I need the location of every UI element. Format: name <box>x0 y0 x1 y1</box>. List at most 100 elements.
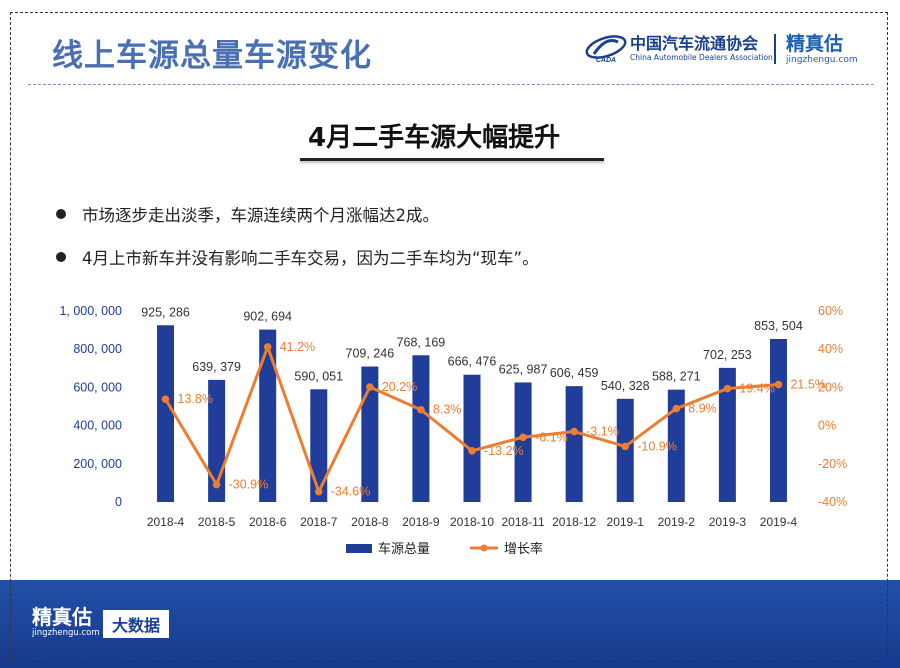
legend-bar-swatch <box>346 544 372 553</box>
line-value-label: -3.1% <box>586 425 619 439</box>
bar-value-label: 853, 504 <box>754 319 803 333</box>
x-tick-label: 2019-1 <box>607 515 645 529</box>
page-title: 线上车源总量车源变化 <box>52 38 372 74</box>
cada-logo-icon: CADA <box>585 35 627 64</box>
line-point <box>161 395 170 404</box>
line-point <box>417 405 425 414</box>
bar-value-label: 925, 286 <box>141 305 190 319</box>
bar-value-label: 702, 253 <box>703 348 752 362</box>
bar-value-label: 902, 694 <box>243 310 292 324</box>
x-tick-label: 2018-7 <box>300 515 338 529</box>
y-left-tick-label: 1, 000, 000 <box>59 304 122 318</box>
line-point <box>366 383 374 391</box>
legend-bar-label: 车源总量 <box>378 541 430 556</box>
jzg-name-cn: 精真估 <box>786 33 844 55</box>
line-value-label: 8.9% <box>688 402 717 416</box>
bar <box>718 367 736 502</box>
bar-value-label: 606, 459 <box>550 366 599 380</box>
bar <box>514 382 532 502</box>
subtitle-underline <box>300 158 604 161</box>
x-tick-label: 2018-11 <box>501 515 544 529</box>
y-left-tick-label: 600, 000 <box>73 380 122 394</box>
line-point <box>621 442 630 451</box>
footer-logo-en: jingzhengu.com <box>32 628 100 638</box>
line-point <box>672 404 681 413</box>
y-right-tick-label: 20% <box>818 380 843 394</box>
line-point <box>468 447 476 455</box>
line-value-label: 8.3% <box>433 403 462 417</box>
y-left-tick-label: 800, 000 <box>73 342 122 356</box>
slide-subtitle: 4月二手车源大幅提升 <box>308 123 561 153</box>
x-tick-label: 2019-4 <box>760 515 798 529</box>
y-left-tick-label: 200, 000 <box>73 457 122 471</box>
bar-value-label: 709, 246 <box>346 347 395 361</box>
y-right-tick-label: 40% <box>818 342 843 356</box>
bar-value-label: 768, 169 <box>397 335 446 349</box>
y-right-tick-label: 60% <box>818 304 843 318</box>
legend-line-marker <box>480 544 488 552</box>
bar-value-label: 625, 987 <box>499 362 548 376</box>
bar <box>259 329 277 502</box>
line-value-label: 21.5% <box>790 378 825 392</box>
line-point <box>212 480 221 489</box>
cada-logo-text: 中国汽车流通协会 China Automobile Dealers Associ… <box>630 35 773 63</box>
x-tick-label: 2018-6 <box>249 515 287 529</box>
bar <box>616 398 634 502</box>
line-value-label: 19.4% <box>739 382 774 396</box>
x-tick-label: 2018-9 <box>402 515 440 529</box>
jzg-name-en: jingzhengu.com <box>786 55 858 65</box>
bar <box>412 355 430 502</box>
line-value-label: 13.8% <box>178 392 213 406</box>
line-value-label: 41.2% <box>280 340 315 354</box>
line-value-label: 20.2% <box>382 380 417 394</box>
bullet-dot-icon <box>56 209 66 219</box>
line-value-label: -34.6% <box>331 485 371 499</box>
line-point <box>570 427 578 436</box>
line-point <box>519 433 527 442</box>
bar-value-label: 590, 051 <box>294 369 343 383</box>
x-tick-label: 2019-2 <box>658 515 696 529</box>
bar <box>361 366 379 502</box>
line-value-label: -10.9% <box>637 439 677 453</box>
bullet-text: 市场逐步走出淡季，车源连续两个月涨幅达2成。 <box>82 206 439 225</box>
cada-name-cn: 中国汽车流通协会 <box>630 34 759 53</box>
cada-mark: CADA <box>596 57 616 64</box>
bullet-dot-icon <box>56 252 66 262</box>
line-value-label: -13.2% <box>484 444 524 458</box>
bar <box>667 389 685 502</box>
x-tick-label: 2019-3 <box>709 515 747 529</box>
bar-value-label: 639, 379 <box>192 360 241 374</box>
bar-value-label: 588, 271 <box>652 370 701 384</box>
bar-value-label: 540, 328 <box>601 379 650 393</box>
line-value-label: -30.9% <box>229 478 269 492</box>
bar <box>310 389 328 502</box>
bar-value-label: 666, 476 <box>448 355 497 369</box>
bar <box>157 325 175 502</box>
logo-separator <box>774 34 776 64</box>
footer-logo-cn: 精真估 <box>32 605 92 629</box>
x-tick-label: 2018-8 <box>351 515 389 529</box>
y-left-tick-label: 0 <box>115 495 122 509</box>
line-point <box>314 487 323 496</box>
legend-line-label: 增长率 <box>504 541 543 556</box>
line-point <box>774 380 783 389</box>
bar <box>565 386 583 502</box>
header-divider <box>28 84 874 85</box>
bullet-text: 4月上市新车并没有影响二手车交易，因为二手车均为“现车”。 <box>82 249 539 268</box>
y-right-tick-label: -40% <box>818 495 847 509</box>
bullet-item: 市场逐步走出淡季，车源连续两个月涨幅达2成。 <box>56 202 439 226</box>
y-right-tick-label: 0% <box>818 419 836 433</box>
cada-name-en: China Automobile Dealers Association <box>630 53 773 62</box>
footer-logo: 精真估 jingzhengu.com <box>32 606 100 639</box>
line-value-label: -6.1% <box>535 430 568 444</box>
combo-chart: 0 200, 000 400, 000 600, 000 800, 000 1, 000,… <box>59 304 847 556</box>
jzg-logo: 精真估 jingzhengu.com <box>786 33 858 66</box>
footer-badge: 大数据 <box>103 610 169 638</box>
bar <box>463 374 481 502</box>
line-point <box>723 384 732 393</box>
y-right-tick-label: -20% <box>818 457 847 471</box>
x-tick-label: 2018-4 <box>147 515 185 529</box>
x-tick-label: 2018-10 <box>450 515 494 529</box>
bullet-item: 4月上市新车并没有影响二手车交易，因为二手车均为“现车”。 <box>56 245 539 269</box>
bar <box>769 338 787 502</box>
